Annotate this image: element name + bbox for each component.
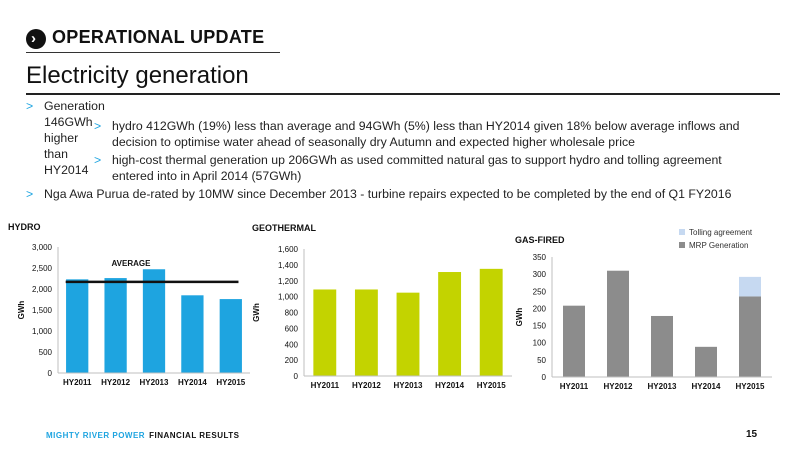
x-tick-label: HY2011: [560, 382, 589, 391]
bullet-arrow-icon: >: [26, 187, 34, 201]
y-tick-label: 0: [294, 372, 299, 381]
y-tick-label: 300: [533, 270, 547, 279]
bullet-text: decision to optimise water ahead of seas…: [112, 135, 635, 149]
x-tick-label: HY2014: [435, 381, 464, 390]
bar: [438, 272, 462, 376]
y-tick-label: 400: [285, 340, 299, 349]
page-number: 15: [746, 429, 758, 440]
y-tick-label: 0: [48, 369, 53, 378]
gas-fired-chart: GAS-FIRED GWh 0 50 100 150 200 250 300 350 HY2011 H…: [515, 228, 772, 391]
x-tick-label: HY2014: [178, 378, 207, 387]
section-title: OPERATIONAL UPDATE: [52, 27, 265, 47]
bullet-text: hydro 412GWh (19%) less than average and…: [112, 119, 740, 133]
y-tick-label: 250: [533, 287, 547, 296]
bullet-text: Nga Awa Purua de-rated by 10MW since Dec…: [44, 187, 732, 201]
legend-swatch: [679, 229, 685, 235]
y-tick-label: 50: [537, 356, 546, 365]
x-tick-label: HY2012: [101, 378, 130, 387]
chart-title: GEOTHERMAL: [252, 223, 317, 233]
bar-mrp-generation: [563, 305, 585, 377]
legend-swatch: [679, 242, 685, 248]
y-tick-label: 1,000: [278, 293, 299, 302]
bar-tolling-agreement: [739, 276, 761, 297]
bar: [66, 279, 89, 373]
x-tick-label: HY2012: [604, 382, 633, 391]
y-tick-label: 100: [533, 339, 547, 348]
bar: [219, 299, 242, 373]
chart-title: GAS-FIRED: [515, 235, 565, 245]
hydro-chart: HYDRO GWh 0 500 1,000 1,500 2,000 2,500 3,000 HY2…: [8, 222, 250, 387]
x-tick-label: HY2015: [477, 381, 506, 390]
x-tick-label: HY2013: [394, 381, 423, 390]
average-label: AVERAGE: [111, 259, 151, 268]
bullet-arrow-icon: >: [26, 99, 34, 113]
x-tick-label: HY2013: [648, 382, 677, 391]
y-tick-label: 150: [533, 322, 547, 331]
bar-mrp-generation: [651, 315, 673, 377]
bar: [181, 295, 204, 373]
bar: [479, 268, 503, 376]
x-tick-label: HY2012: [352, 381, 381, 390]
legend-label: MRP Generation: [689, 241, 748, 250]
x-tick-label: HY2013: [140, 378, 169, 387]
x-tick-label: HY2011: [63, 378, 92, 387]
y-tick-label: 200: [285, 356, 299, 365]
x-tick-label: HY2011: [311, 381, 340, 390]
bullet-text: Generation 146GWh higher than HY2014: [44, 99, 105, 177]
y-axis-label: GWh: [252, 303, 261, 322]
bar-mrp-generation: [739, 296, 761, 377]
y-tick-label: 1,200: [278, 277, 299, 286]
y-axis-label: GWh: [515, 308, 524, 327]
footer-brand: MIGHTY RIVER POWER FINANCIAL RESULTS: [46, 431, 240, 440]
bullet-text: entered into in April 2014 (57GWh): [112, 169, 302, 183]
bar: [354, 289, 378, 376]
x-tick-label: HY2015: [736, 382, 765, 391]
y-tick-label: 1,000: [32, 327, 53, 336]
y-tick-label: 600: [285, 324, 299, 333]
title-divider: [26, 93, 780, 95]
section-title-divider: [26, 52, 280, 53]
y-tick-label: 350: [533, 253, 547, 262]
y-tick-label: 3,000: [32, 243, 53, 252]
bar-mrp-generation: [695, 346, 717, 377]
bullet-arrow-icon: >: [94, 153, 102, 167]
bar: [396, 292, 420, 376]
brand-name: MIGHTY RIVER POWER: [46, 431, 146, 440]
x-tick-label: HY2014: [692, 382, 721, 391]
bar-mrp-generation: [607, 270, 629, 377]
chart-title: HYDRO: [8, 222, 41, 232]
geothermal-chart: GEOTHERMAL GWh 0 200 400 600 800 1,000 1,200 1,40…: [252, 223, 512, 390]
page-title: Electricity generation: [26, 62, 249, 89]
y-tick-label: 1,500: [32, 306, 53, 315]
chevron-right-icon: ›: [26, 29, 46, 49]
y-tick-label: 200: [533, 304, 547, 313]
y-tick-label: 500: [39, 348, 53, 357]
bullet-arrow-icon: >: [94, 119, 102, 133]
y-tick-label: 0: [542, 373, 547, 382]
bar: [313, 289, 337, 376]
bar: [142, 269, 166, 373]
legend-label: Tolling agreement: [689, 228, 753, 237]
y-tick-label: 2,500: [32, 264, 53, 273]
y-tick-label: 800: [285, 309, 299, 318]
x-tick-label: HY2015: [216, 378, 245, 387]
y-tick-label: 1,400: [278, 261, 299, 270]
bar: [104, 278, 127, 373]
y-axis-label: GWh: [17, 301, 26, 320]
y-tick-label: 2,000: [32, 285, 53, 294]
bullet-text: high-cost thermal generation up 206GWh a…: [112, 153, 722, 167]
y-tick-label: 1,600: [278, 245, 299, 254]
footer-subtitle: FINANCIAL RESULTS: [149, 431, 240, 440]
